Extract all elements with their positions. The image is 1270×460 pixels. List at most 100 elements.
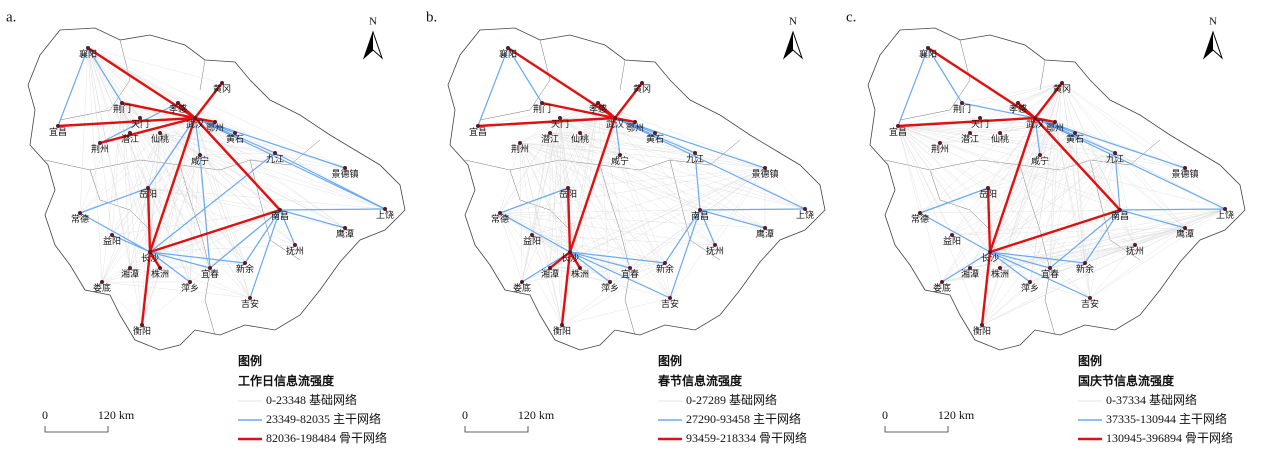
city-dot <box>803 207 807 211</box>
base-link <box>969 244 1136 269</box>
base-link <box>129 117 196 269</box>
city-dot <box>566 186 570 190</box>
legend-item: 82036-198484 骨干网络 <box>266 430 387 445</box>
base-link <box>981 281 1031 326</box>
base-link <box>87 47 161 269</box>
trunk-link <box>199 154 211 269</box>
base-link <box>1049 82 1063 269</box>
panel-label: a. <box>6 9 16 25</box>
backbone-link <box>560 251 572 326</box>
base-link <box>521 132 551 283</box>
base-link <box>609 167 766 283</box>
legend-item: 23349-82035 主干网络 <box>266 411 381 426</box>
city-name: 襄阳 <box>499 48 517 59</box>
base-link <box>1049 262 1086 269</box>
base-link <box>1074 132 1121 211</box>
base-link <box>897 125 943 283</box>
base-link <box>1049 152 1116 269</box>
city-dot <box>1183 226 1187 230</box>
city-name: 宜昌 <box>889 126 907 137</box>
trunk-link <box>279 209 346 229</box>
base-link <box>149 154 201 253</box>
base-link <box>477 102 599 127</box>
scale-start: 0 <box>42 408 48 422</box>
trunk-link <box>99 102 179 144</box>
base-link <box>951 227 1186 236</box>
base-link <box>1089 152 1116 299</box>
city-name: 荆门 <box>953 103 971 114</box>
trunk-link <box>989 251 1031 283</box>
city-dot <box>1088 296 1092 300</box>
base-link <box>87 47 246 264</box>
base-link <box>87 47 211 269</box>
backbone-link <box>149 208 281 254</box>
city-dot <box>568 250 572 254</box>
base-link <box>559 117 666 264</box>
base-link <box>981 227 1186 326</box>
trunk-link <box>79 187 149 214</box>
city-dot <box>148 250 152 254</box>
base-link <box>549 132 806 210</box>
city-name: 荆门 <box>533 103 551 114</box>
base-link <box>87 47 346 229</box>
city-dot <box>1083 261 1087 265</box>
backbone-link <box>507 46 616 120</box>
base-link <box>519 142 533 236</box>
city-dot <box>663 261 667 265</box>
base-link <box>199 154 281 211</box>
north-label: N <box>789 16 797 28</box>
legend-item: 93459-218334 骨干网络 <box>686 430 807 445</box>
base-link <box>519 142 766 169</box>
backbone-link <box>541 101 616 120</box>
city-name: 常德 <box>71 213 89 224</box>
city-dot <box>518 141 522 145</box>
trunk-link <box>961 102 1036 119</box>
city-name: 常德 <box>911 213 929 224</box>
base-link <box>499 132 551 214</box>
trunk-link <box>569 251 671 299</box>
city-name: 鄂州 <box>626 123 644 133</box>
base-link <box>189 117 196 283</box>
base-link <box>87 47 251 299</box>
panel-label: c. <box>846 9 856 25</box>
city-name: 九江 <box>686 154 704 164</box>
city-name: 黄冈 <box>633 83 651 94</box>
city-dot <box>608 280 612 284</box>
base-link <box>159 267 191 283</box>
base-link <box>597 102 666 264</box>
base-link <box>159 132 191 283</box>
base-link <box>121 102 246 264</box>
city-name: 荆州 <box>931 143 949 154</box>
scale-start: 0 <box>462 408 468 422</box>
base-link <box>111 102 123 236</box>
base-link <box>549 132 563 326</box>
city-name: 鄂州 <box>206 123 224 133</box>
city-name: 长沙 <box>981 252 999 263</box>
base-link <box>159 154 201 269</box>
city-name: 仙桃 <box>151 133 169 144</box>
base-link <box>521 117 561 283</box>
city-dot <box>56 124 60 128</box>
backbone-link <box>927 46 1036 120</box>
backbone-link <box>897 116 1036 128</box>
base-link <box>499 212 716 246</box>
base-link <box>79 102 123 214</box>
trunk-link <box>669 209 701 299</box>
city-name: 抚州 <box>1126 245 1144 256</box>
backbone-link <box>194 116 216 124</box>
trunk-link <box>149 251 211 269</box>
base-link <box>941 132 1076 283</box>
city-dot <box>98 141 102 145</box>
north-arrow-fill <box>364 32 373 58</box>
base-link <box>121 102 149 189</box>
legend-item: 0-23348 基础网络 <box>266 392 357 407</box>
base-link <box>1061 82 1186 229</box>
north-arrow-fill <box>1204 32 1213 58</box>
base-link <box>897 125 1186 169</box>
region-border <box>899 39 971 121</box>
city-name: 常德 <box>491 213 509 224</box>
city-name: 黄冈 <box>213 83 231 94</box>
base-link <box>87 47 131 134</box>
base-link <box>897 125 983 326</box>
